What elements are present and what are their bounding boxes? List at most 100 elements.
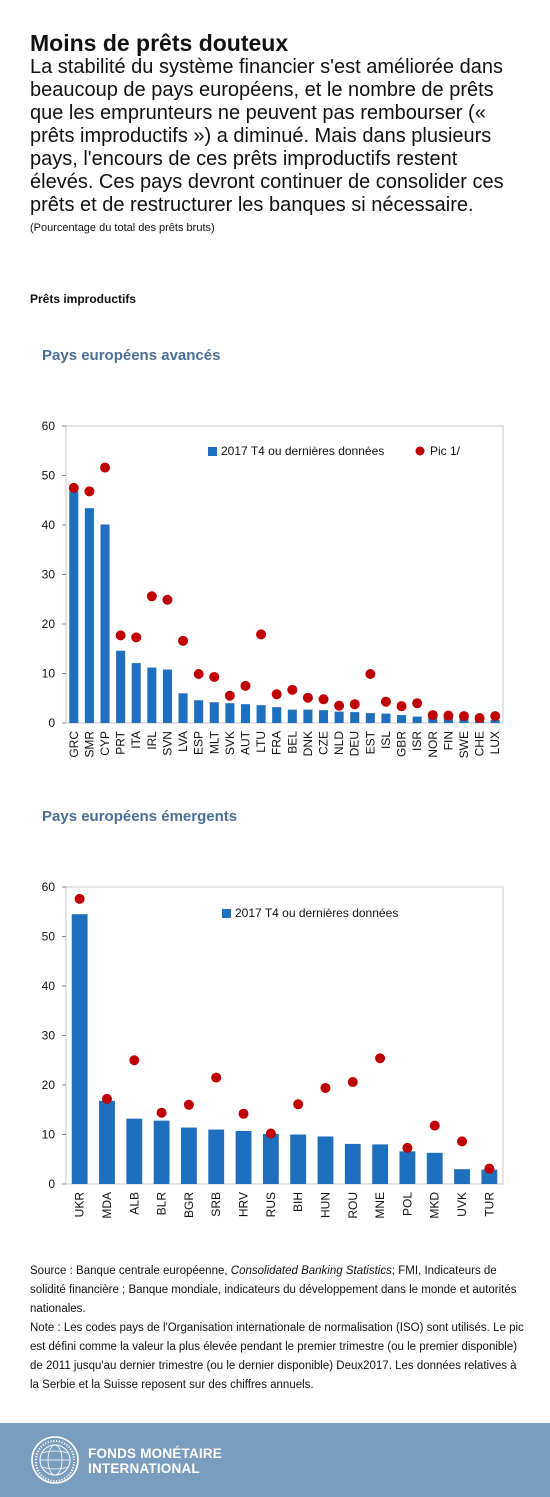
x-tick-label: PRT — [114, 730, 128, 754]
bar — [303, 709, 313, 723]
x-tick-label: SVK — [223, 731, 237, 755]
bar — [334, 711, 344, 723]
legend-dot-label: Pic 1/ — [430, 444, 461, 458]
y-tick-label: 20 — [42, 1078, 56, 1092]
peak-dot — [474, 713, 485, 724]
peak-dot — [74, 893, 85, 904]
x-tick-label: MLT — [207, 730, 221, 754]
x-tick-label: GRC — [67, 731, 81, 758]
x-tick-label: BIH — [291, 1192, 305, 1212]
y-tick-label: 50 — [42, 930, 56, 944]
bar — [131, 663, 141, 723]
bar — [318, 710, 329, 723]
peak-dot — [193, 668, 204, 679]
bar — [84, 508, 94, 723]
bar — [454, 1169, 470, 1184]
footer: FONDS MONÉTAIRE INTERNATIONAL — [0, 1423, 550, 1497]
x-tick-label: FRA — [270, 731, 284, 755]
y-tick-label: 60 — [42, 419, 56, 433]
x-tick-label: RUS — [264, 1192, 278, 1217]
bar — [71, 914, 88, 1184]
bar — [178, 693, 188, 723]
x-tick-label: MNE — [373, 1192, 387, 1219]
x-tick-label: MDA — [100, 1192, 114, 1219]
bar — [397, 715, 407, 723]
peak-dot — [129, 1055, 140, 1066]
peak-dot — [365, 668, 376, 679]
peak-dot — [211, 1072, 222, 1083]
bar — [126, 1118, 143, 1184]
y-tick-label: 30 — [42, 568, 56, 582]
y-tick-label: 0 — [48, 716, 55, 730]
peak-dot — [302, 692, 313, 703]
x-tick-label: ITA — [129, 731, 143, 749]
bar — [99, 1100, 115, 1184]
x-tick-label: NOR — [426, 731, 440, 758]
peak-dot — [178, 635, 189, 646]
y-tick-label: 30 — [42, 1029, 56, 1043]
peak-dot — [271, 689, 282, 700]
peak-dot — [375, 1053, 386, 1064]
x-tick-label: UKR — [73, 1192, 87, 1218]
peak-dot — [131, 632, 142, 643]
peak-dot — [146, 591, 157, 602]
peak-dot — [100, 462, 111, 473]
bar — [262, 1134, 279, 1184]
x-tick-label: NLD — [332, 731, 346, 755]
y-tick-label: 0 — [48, 1177, 55, 1191]
peak-dot — [334, 700, 345, 711]
x-tick-label: LVA — [176, 731, 190, 752]
peak-dot — [224, 690, 235, 701]
peak-dot — [457, 1136, 468, 1147]
y-tick-label: 40 — [42, 979, 56, 993]
peak-dot — [380, 696, 391, 707]
peak-dot — [101, 1093, 112, 1104]
legend-bar-label: 2017 T4 ou dernières données — [235, 906, 398, 920]
bar — [317, 1136, 334, 1184]
bar — [209, 702, 219, 723]
x-tick-label: IRL — [145, 731, 159, 750]
source-note: Source : Banque centrale européenne, Con… — [30, 1265, 517, 1315]
plot-frame — [65, 425, 504, 724]
notes: Source : Banque centrale européenne, Con… — [30, 1262, 525, 1395]
legend-dot-swatch — [415, 446, 425, 456]
x-tick-label: LUX — [488, 731, 502, 754]
bar — [162, 669, 172, 723]
peak-dot — [68, 482, 79, 493]
bar — [350, 712, 360, 723]
x-tick-label: BEL — [285, 731, 299, 754]
imf-logo-text: FONDS MONÉTAIRE INTERNATIONAL — [88, 1446, 222, 1476]
x-tick-label: MKD — [428, 1192, 442, 1219]
x-tick-label: HUN — [318, 1192, 332, 1218]
x-tick-label: SVN — [160, 731, 174, 756]
y-tick-label: 40 — [42, 518, 56, 532]
x-tick-label: CZE — [317, 731, 331, 755]
bar — [240, 704, 251, 723]
x-tick-label: POL — [400, 1192, 414, 1216]
peak-dot — [256, 629, 267, 640]
bar — [490, 720, 500, 723]
x-tick-label: UVK — [455, 1192, 469, 1217]
bar — [287, 709, 297, 723]
bar — [365, 713, 375, 723]
peak-dot — [183, 1099, 194, 1110]
peak-dot — [458, 711, 469, 722]
peak-dot — [427, 710, 438, 721]
peak-dot — [115, 630, 126, 641]
chart-advanced: 0 10 20 30 40 50 60 GRC SMR CYP PRT ITA IRL SVN LVA ESP… — [42, 419, 504, 758]
x-tick-label: GBR — [395, 731, 409, 757]
x-tick-label: ALB — [127, 1192, 141, 1215]
x-tick-label: BLR — [155, 1192, 169, 1216]
bar — [147, 667, 157, 723]
y-tick-label: 10 — [42, 667, 56, 681]
peak-dot — [293, 1099, 304, 1110]
x-tick-label: SRB — [209, 1192, 223, 1217]
bar — [69, 491, 79, 723]
x-tick-label: ROU — [346, 1192, 360, 1219]
x-tick-label: ISR — [410, 731, 424, 751]
bar — [116, 650, 126, 723]
peak-dot — [209, 671, 220, 682]
peak-dot — [320, 1082, 331, 1093]
peak-dot — [402, 1142, 413, 1153]
y-tick-label: 50 — [42, 469, 56, 483]
